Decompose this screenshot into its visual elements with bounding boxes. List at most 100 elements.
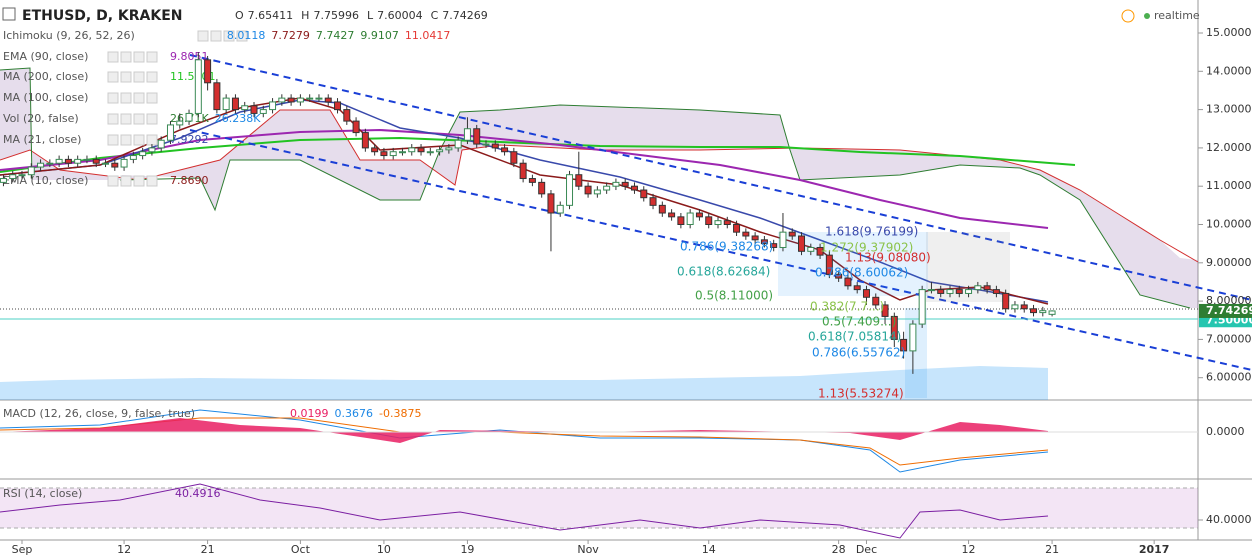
time-tick-label: Sep <box>12 543 33 556</box>
candle-body <box>501 147 509 153</box>
candle-body <box>74 158 82 164</box>
candle-body <box>733 224 741 233</box>
candle-body <box>129 155 137 160</box>
indicator-button[interactable] <box>197 30 209 42</box>
candle-body <box>640 189 648 199</box>
candle-body <box>1011 304 1019 310</box>
indicator-button[interactable] <box>146 175 158 187</box>
status: realtime <box>1154 9 1200 22</box>
indicator-button[interactable] <box>133 51 145 63</box>
candle-body <box>677 216 685 225</box>
candle-body <box>371 147 379 153</box>
indicator-button[interactable] <box>107 51 119 63</box>
macd-value: 0.3676 <box>335 407 374 420</box>
candle-body <box>269 101 277 111</box>
candle-body <box>695 212 703 218</box>
ma-21 <box>0 99 1049 303</box>
fib-label: 0.382(7.7...) <box>810 300 884 314</box>
time-tick-label: 28 <box>832 543 846 556</box>
candle-body <box>844 277 852 287</box>
ohlc-value: 7.65411 <box>248 9 294 22</box>
indicator-button[interactable] <box>120 92 132 104</box>
fib-label: 0.786(6.55762) <box>812 346 905 360</box>
candle-body <box>287 97 295 103</box>
candle-body <box>918 289 926 325</box>
price-tick-label: 12.00000 <box>1206 141 1252 154</box>
candle-body <box>92 158 100 164</box>
indicator-button[interactable] <box>120 175 132 187</box>
candle-body <box>463 128 471 141</box>
macd-tick-label: 0.0000 <box>1206 425 1245 438</box>
candle-body <box>185 112 193 122</box>
indicator-name: EMA (10, close) <box>3 174 88 187</box>
ohlc-value: 7.60004 <box>377 9 423 22</box>
indicator-button[interactable] <box>107 92 119 104</box>
candle-body <box>166 124 174 141</box>
candle-body <box>9 174 17 180</box>
time-tick-label: 12 <box>962 543 976 556</box>
time-tick-label: 10 <box>377 543 391 556</box>
indicator-button[interactable] <box>120 71 132 83</box>
candle-body <box>18 174 26 177</box>
candle-body <box>900 338 908 352</box>
indicator-name: MA (100, close) <box>3 91 88 104</box>
candle-body <box>120 158 128 168</box>
indicator-button[interactable] <box>133 113 145 125</box>
indicator-button[interactable] <box>107 134 119 146</box>
indicator-button[interactable] <box>107 71 119 83</box>
indicator-button[interactable] <box>120 113 132 125</box>
indicator-button[interactable] <box>146 51 158 63</box>
candle-body <box>176 120 184 126</box>
rsi-band <box>0 488 1198 528</box>
candle-body <box>417 147 425 153</box>
price-tick-label: 15.00000 <box>1206 26 1252 39</box>
volume-ma-area <box>0 366 1048 400</box>
candle-body <box>974 285 982 291</box>
price-tick-label: 8.00000 <box>1206 294 1252 307</box>
candle-body <box>751 235 759 241</box>
indicator-button[interactable] <box>146 71 158 83</box>
ohlc-key: O <box>235 9 244 22</box>
indicator-button[interactable] <box>133 92 145 104</box>
indicator-button[interactable] <box>133 175 145 187</box>
indicator-button[interactable] <box>133 71 145 83</box>
indicator-button[interactable] <box>146 134 158 146</box>
indicator-button[interactable] <box>120 134 132 146</box>
candle-body <box>27 166 35 176</box>
candle-body <box>566 174 574 206</box>
candle-body <box>686 212 694 225</box>
alert-icon[interactable] <box>1121 9 1135 23</box>
time-tick-label: 19 <box>460 543 474 556</box>
indicator-value: 9.9107 <box>360 29 399 42</box>
candle-body <box>83 158 91 161</box>
indicator-button[interactable] <box>210 30 222 42</box>
indicator-button[interactable] <box>107 175 119 187</box>
indicator-button[interactable] <box>133 134 145 146</box>
candle-body <box>231 97 239 111</box>
candle-body <box>760 239 768 245</box>
indicator-button[interactable] <box>146 113 158 125</box>
indicator-button[interactable] <box>107 113 119 125</box>
candle-body <box>491 143 499 149</box>
candle-body <box>343 109 351 122</box>
candle-body <box>324 97 332 103</box>
candle-body <box>37 162 45 168</box>
indicator-button[interactable] <box>223 30 235 42</box>
indicator-button[interactable] <box>236 30 248 42</box>
candle-body <box>825 254 833 275</box>
candle-body <box>454 139 462 149</box>
menu-icon[interactable] <box>2 7 16 21</box>
indicator-value: 7.9292 <box>170 133 209 146</box>
symbol: ETHUSD, D, KRAKEN <box>22 8 183 24</box>
candle-body <box>102 162 110 165</box>
indicator-button[interactable] <box>120 51 132 63</box>
price-tick-label: 6.00000 <box>1206 371 1252 384</box>
time-tick-label: Oct <box>291 543 311 556</box>
candle-body <box>426 151 434 154</box>
indicator-button[interactable] <box>146 92 158 104</box>
time-tick-label: 21 <box>1045 543 1059 556</box>
fib-label: 0.618(7.05814) <box>808 330 901 344</box>
rsi-tick-label: 40.0000 <box>1206 513 1252 526</box>
candle-body <box>0 178 7 183</box>
price-tick-label: 10.00000 <box>1206 218 1252 231</box>
